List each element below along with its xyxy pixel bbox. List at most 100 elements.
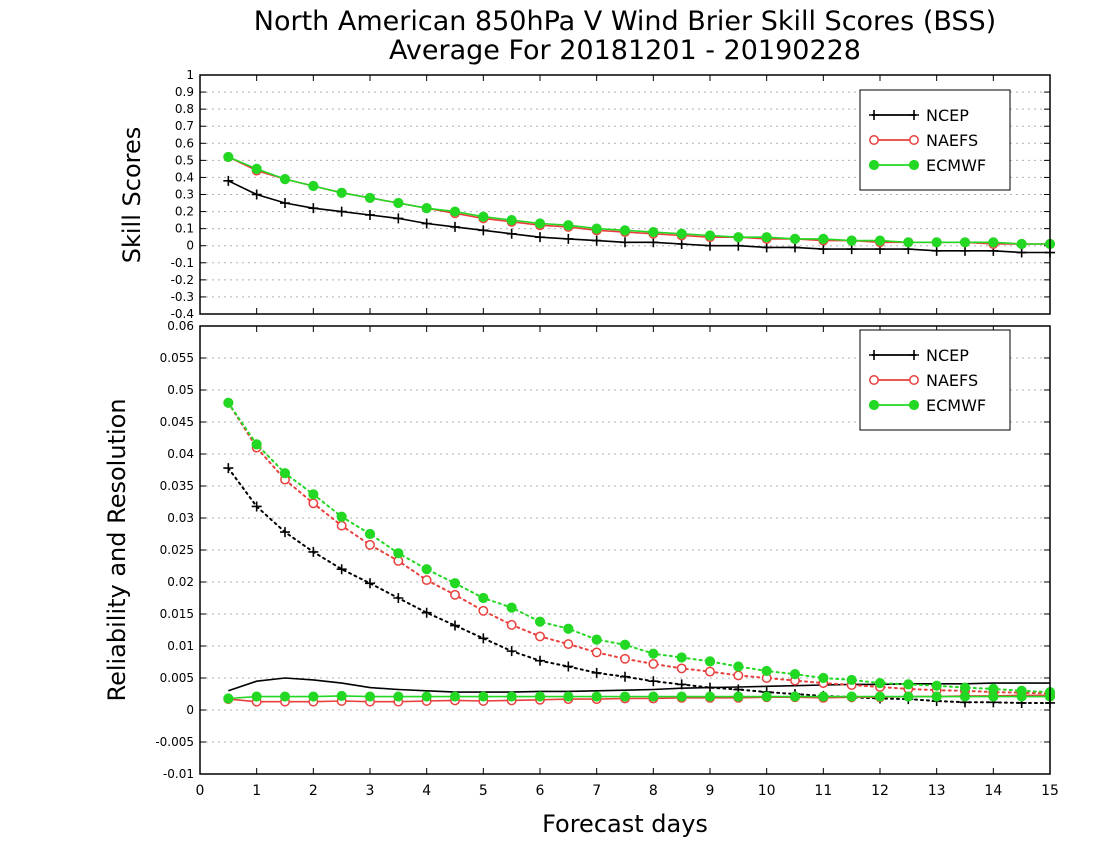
reliability-resolution-series: [223, 397, 1056, 708]
skill-scores-y-tick-label: 1: [186, 68, 194, 82]
x-tick-label: 8: [649, 783, 658, 799]
skill-scores-legend-label-ncep: NCEP: [926, 106, 969, 125]
skill-scores-y-tick-label: 0.4: [175, 170, 194, 184]
reliability-legend-marker-ncep: [869, 350, 879, 360]
reliability-point-ecmwf: [874, 691, 886, 702]
reliability-point-ecmwf: [818, 691, 829, 702]
skill-scores-point-ecmwf: [959, 237, 971, 248]
skill-scores-legend-label-naefs: NAEFS: [926, 131, 978, 150]
skill-scores-y-tick-label: -0.2: [171, 273, 194, 287]
skill-scores-y-tick-label: -0.1: [171, 256, 194, 270]
reliability-point-ecmwf: [959, 682, 971, 693]
reliability-resolution-panel: 0.060.0550.050.0450.040.0350.030.0250.02…: [103, 75, 1059, 838]
reliability-point-ecmwf: [364, 691, 376, 702]
reliability-point-ecmwf: [534, 691, 546, 702]
reliability-point-ecmwf: [279, 468, 291, 479]
reliability-point-ncep: [421, 607, 432, 618]
skill-scores-legend: NCEP NAEFS ECMWF: [859, 89, 1011, 191]
reliability-point-naefs: [648, 658, 659, 669]
x-axis-label: Forecast days: [542, 810, 708, 838]
skill-scores-legend-marker-ncep: [909, 110, 919, 120]
reliability-point-ecmwf: [506, 602, 517, 613]
skill-scores-y-tick-label: 0.5: [175, 153, 194, 167]
reliability-point-naefs: [421, 575, 432, 586]
reliability-point-ecmwf: [393, 691, 404, 702]
skill-scores-point-ecmwf: [931, 237, 942, 248]
skill-scores-panel: 1 0.9 0.8 0.7 0.6 0.5 0.4 0.3 0.2 0.1 0 -0.1 -0.2 -0.…: [118, 68, 1056, 321]
reliability-point-ncep: [620, 671, 630, 682]
reliability-point-ecmwf: [449, 691, 461, 702]
skill-scores-point-ncep: [251, 189, 262, 200]
reliability-point-ecmwf: [534, 616, 546, 627]
reliability-point-ecmwf: [761, 691, 772, 702]
reliability-point-ecmwf: [988, 691, 999, 702]
skill-scores-point-ecmwf: [421, 203, 432, 214]
skill-scores-y-tick-label: 0: [186, 239, 194, 253]
skill-scores-point-ecmwf: [251, 163, 262, 174]
reliability-point-ecmwf: [478, 691, 489, 702]
reliability-legend-box: [859, 329, 1011, 431]
skill-scores-point-ncep: [846, 244, 857, 255]
reliability-point-ecmwf: [308, 489, 319, 500]
reliability-point-ecmwf: [619, 639, 631, 650]
skill-scores-point-ncep: [450, 221, 460, 232]
reliability-y-tick-label: 0.03: [167, 511, 194, 525]
reliability-y-tick-label: 0.05: [167, 383, 194, 397]
reliability-point-ecmwf: [308, 691, 319, 702]
reliability-point-ncep: [251, 501, 262, 512]
reliability-point-ecmwf: [223, 693, 234, 704]
skill-scores-series-ecmwf-solid: [223, 151, 1056, 250]
skill-scores-point-ncep: [818, 244, 829, 255]
skill-scores-point-ecmwf: [648, 226, 659, 238]
skill-scores-legend-marker-naefs: [909, 135, 919, 145]
skill-scores-point-ecmwf: [336, 187, 347, 198]
skill-scores-y-tick-label: 0.2: [175, 205, 194, 219]
reliability-point-naefs: [591, 647, 602, 658]
reliability-legend-marker-naefs: [909, 375, 919, 385]
reliability-series-line-ncep: [227, 467, 1051, 704]
reliability-point-naefs: [478, 605, 489, 616]
x-tick-label: 4: [422, 783, 431, 799]
reliability-point-ecmwf: [676, 691, 687, 702]
reliability-point-ecmwf: [336, 690, 347, 702]
reliability-y-tick-label: 0.04: [167, 447, 194, 461]
reliability-point-naefs: [535, 631, 545, 642]
reliability-point-ecmwf: [733, 661, 744, 672]
skill-scores-point-ncep: [960, 245, 970, 256]
skill-scores-legend-marker-ecmwf: [868, 159, 880, 171]
reliability-point-ncep: [535, 655, 545, 666]
reliability-point-ecmwf: [591, 634, 602, 645]
skill-scores-point-ncep: [620, 237, 630, 248]
x-tick-label: 2: [309, 783, 318, 799]
skill-scores-y-tick-label: 0.6: [175, 136, 194, 150]
reliability-point-ecmwf: [421, 564, 432, 575]
reliability-point-ecmwf: [648, 691, 659, 702]
x-tick-label: 14: [984, 783, 1002, 799]
skill-scores-point-ecmwf: [988, 237, 999, 248]
reliability-y-tick-label: -0.005: [155, 735, 194, 749]
skill-scores-point-ncep: [393, 213, 404, 224]
reliability-point-naefs: [620, 653, 630, 664]
reliability-point-naefs: [450, 589, 460, 600]
reliability-point-ecmwf: [421, 691, 432, 702]
reliability-point-ecmwf: [704, 691, 716, 702]
reliability-point-ncep: [308, 546, 319, 557]
skill-scores-point-ncep: [1016, 247, 1027, 258]
reliability-resolution-frame: [199, 325, 1051, 775]
skill-scores-point-ncep: [421, 218, 432, 229]
reliability-legend-label-naefs: NAEFS: [926, 371, 978, 390]
skill-scores-point-ecmwf: [874, 235, 886, 246]
reliability-point-ecmwf: [789, 669, 801, 680]
reliability-point-ecmwf: [903, 691, 914, 702]
x-tick-label: 0: [196, 783, 205, 799]
reliability-point-naefs: [506, 619, 517, 630]
skill-scores-point-ncep: [308, 203, 319, 214]
skill-scores-point-ncep: [648, 237, 659, 248]
reliability-point-ecmwf: [336, 511, 347, 522]
x-tick-label: 13: [928, 783, 946, 799]
reliability-point-ecmwf: [506, 691, 517, 702]
reliability-point-ecmwf: [761, 665, 772, 677]
reliability-y-tick-label: 0: [186, 703, 194, 717]
skill-scores-y-tick-label: 0.3: [175, 188, 194, 202]
skill-scores-y-tick-label: 0.7: [175, 119, 194, 133]
